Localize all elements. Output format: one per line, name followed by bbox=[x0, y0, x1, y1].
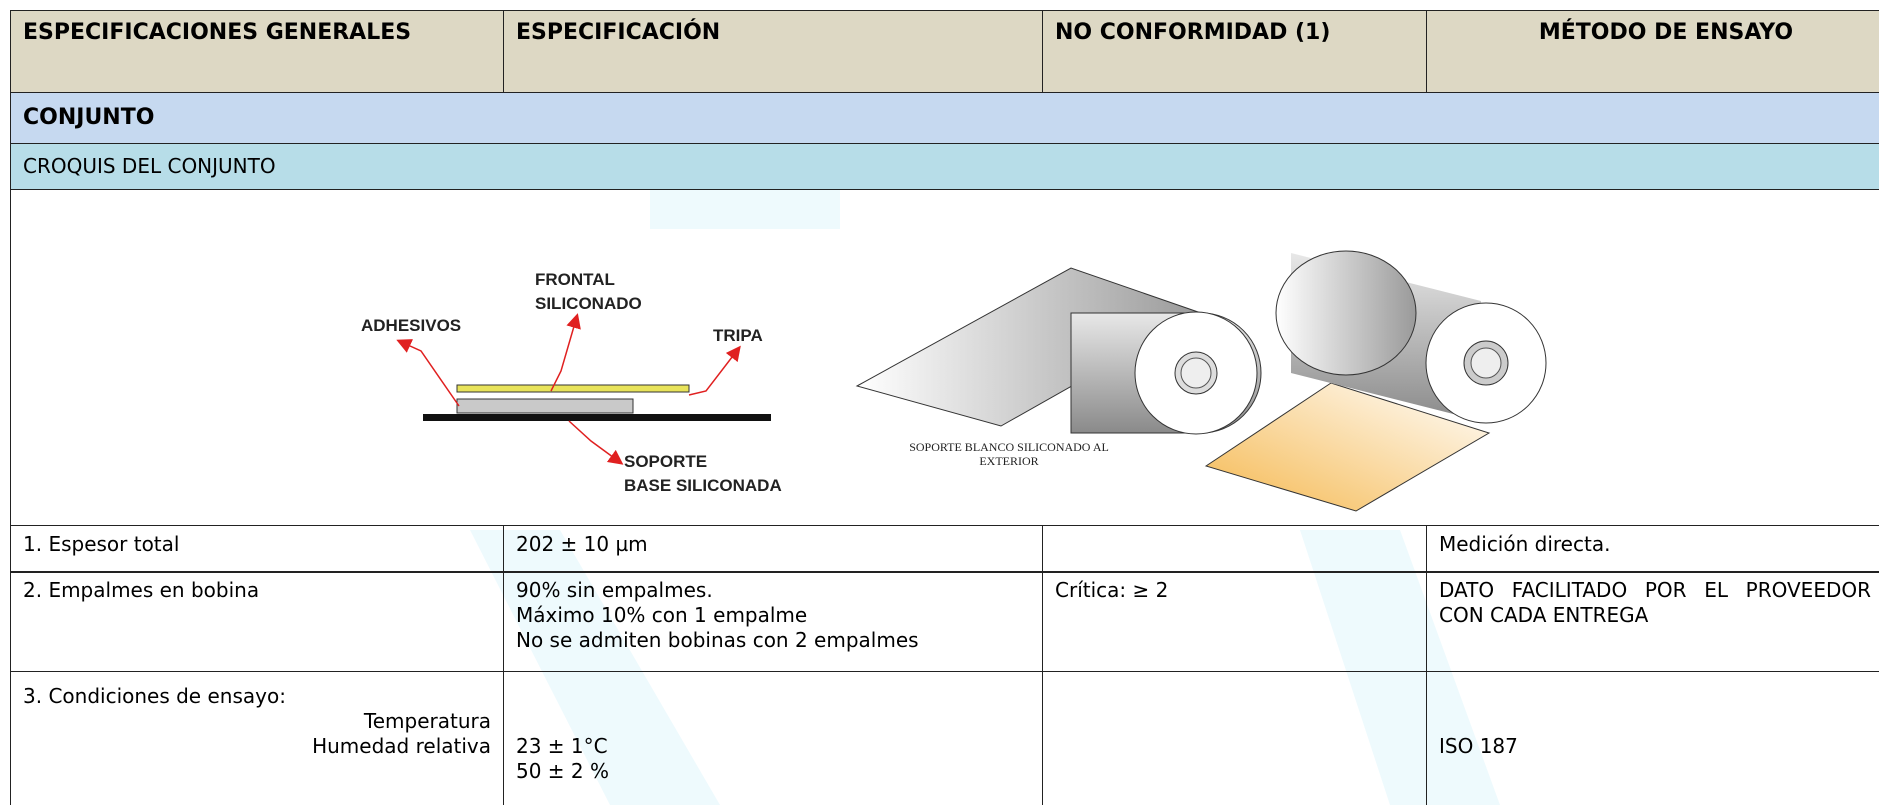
cell-line: 2. Empalmes en bobina bbox=[23, 578, 260, 602]
table-cell: 3. Condiciones de ensayo: Temperatura Hume… bbox=[10, 671, 504, 805]
cell-line: 1. Espesor total bbox=[23, 532, 180, 556]
cell-line: Medición directa. bbox=[1439, 532, 1611, 556]
figure: FRONTAL SILICONADO ADHESIVOS TRIPA SOPOR… bbox=[361, 250, 1547, 512]
cell-line: 3. Condiciones de ensayo: bbox=[23, 684, 286, 708]
cell-line: Temperatura bbox=[363, 709, 491, 733]
table-cell: Crítica: ≥ 2 bbox=[1042, 571, 1427, 672]
table-cell bbox=[1042, 671, 1427, 805]
cell-line: DATO FACILITADO POR EL PROVEEDOR CON CAD… bbox=[1439, 578, 1871, 627]
header-cell: ESPECIFICACIÓN bbox=[503, 10, 1043, 93]
figure-caption: EXTERIOR bbox=[979, 454, 1038, 468]
figure-label: SOPORTE bbox=[624, 452, 707, 471]
table-cell: 90% sin empalmes. Máximo 10% con 1 empalm… bbox=[503, 571, 1043, 672]
figure-caption: SOPORTE BLANCO SILICONADO AL bbox=[909, 440, 1109, 454]
table-cell: 2. Empalmes en bobina bbox=[10, 571, 504, 672]
header-cell: ESPECIFICACIONES GENERALES bbox=[10, 10, 504, 93]
cell-line: 90% sin empalmes. bbox=[516, 578, 713, 602]
cell-line: No se admiten bobinas con 2 empalmes bbox=[516, 628, 919, 652]
section-title: CONJUNTO bbox=[10, 92, 1879, 144]
cell-line: ISO 187 bbox=[1439, 734, 1518, 758]
cell-line: 50 ± 2 % bbox=[516, 759, 610, 783]
figure-label: BASE SILICONADA bbox=[624, 476, 782, 495]
cell-line: Crítica: ≥ 2 bbox=[1055, 578, 1169, 602]
table-cell: 202 ± 10 µm bbox=[503, 525, 1043, 573]
table-cell: 1. Espesor total bbox=[10, 525, 504, 573]
figure-cell: FRONTAL SILICONADO ADHESIVOS TRIPA SOPOR… bbox=[10, 189, 1879, 526]
cell-line: Humedad relativa bbox=[312, 734, 491, 758]
figure-label: SILICONADO bbox=[535, 294, 642, 313]
cell-line: Máximo 10% con 1 empalme bbox=[516, 603, 808, 627]
table-cell: ISO 187 bbox=[1426, 671, 1879, 805]
cell-line: 23 ± 1°C bbox=[516, 734, 608, 758]
table-cell: Medición directa. bbox=[1426, 525, 1879, 573]
header-cell: NO CONFORMIDAD (1) bbox=[1042, 10, 1427, 93]
cell-line: 202 ± 10 µm bbox=[516, 532, 648, 556]
table-cell: DATO FACILITADO POR EL PROVEEDOR CON CAD… bbox=[1426, 571, 1879, 672]
figure-label: FRONTAL bbox=[535, 270, 615, 289]
figure-label: ADHESIVOS bbox=[361, 316, 461, 335]
table-cell: 23 ± 1°C 50 ± 2 % bbox=[503, 671, 1043, 805]
figure-label: TRIPA bbox=[713, 326, 763, 345]
table-cell bbox=[1042, 525, 1427, 573]
